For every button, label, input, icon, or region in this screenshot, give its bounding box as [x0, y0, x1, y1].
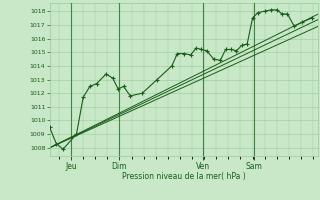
X-axis label: Pression niveau de la mer( hPa ): Pression niveau de la mer( hPa ) — [122, 172, 246, 181]
